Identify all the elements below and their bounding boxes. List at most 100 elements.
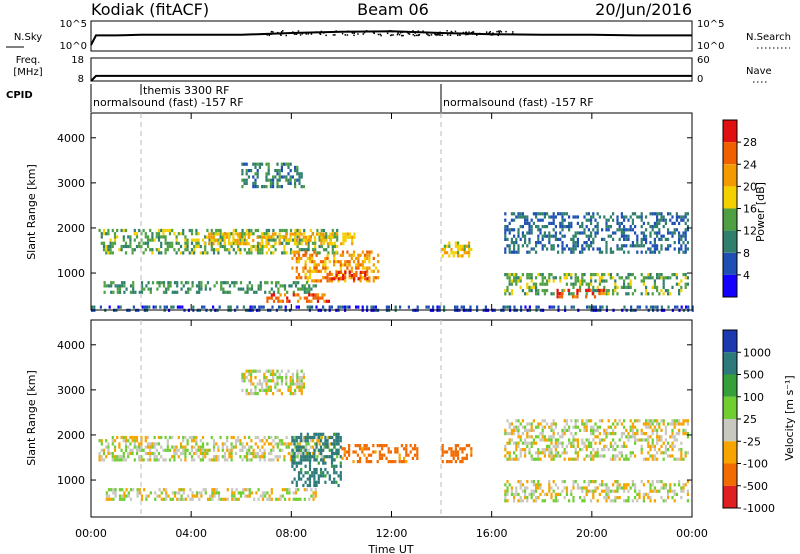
velocity-cell <box>627 499 630 503</box>
power-cell <box>684 215 687 219</box>
power-cell <box>623 285 626 289</box>
velocity-cell <box>168 448 172 452</box>
nsearch-point <box>268 34 270 37</box>
velocity-cell <box>116 455 119 459</box>
power-cell <box>324 269 327 273</box>
power-cell <box>228 290 232 294</box>
velocity-cell <box>220 497 223 501</box>
power-cell <box>612 289 615 293</box>
power-cell <box>336 228 339 233</box>
power-cell <box>121 281 124 285</box>
velocity-cell <box>647 496 650 500</box>
velocity-cell <box>339 445 342 449</box>
power-cell <box>550 292 553 296</box>
power-cell <box>91 305 94 309</box>
velocity-cell <box>254 451 257 456</box>
velocity-cell <box>609 444 612 448</box>
power-cell <box>574 276 577 280</box>
power-cell <box>364 270 367 274</box>
velocity-cell <box>530 454 533 458</box>
velocity-cell <box>261 455 264 459</box>
power-cell <box>283 162 286 166</box>
velocity-cell <box>102 451 106 456</box>
velocity-cell <box>457 456 460 460</box>
power-cell <box>651 244 654 248</box>
velocity-cell <box>640 448 643 452</box>
power-cell <box>333 241 337 245</box>
power-cell <box>605 225 608 229</box>
velocity-cell <box>405 447 408 451</box>
velocity-cell <box>300 376 303 380</box>
power-cell <box>625 285 628 289</box>
power-cell <box>669 292 672 296</box>
nsearch-point <box>426 33 428 35</box>
power-cell <box>508 228 511 232</box>
power-cell <box>193 248 196 252</box>
velocity-cell <box>667 454 670 458</box>
velocity-cell <box>587 483 590 487</box>
velocity-cell <box>300 445 303 449</box>
velocity-cell <box>263 451 266 456</box>
power-cell <box>266 281 269 285</box>
velocity-cell <box>302 451 305 456</box>
power-cell <box>328 272 331 277</box>
velocity-cell <box>596 454 599 458</box>
velocity-cell <box>623 419 626 423</box>
nsearch-point <box>428 34 431 37</box>
nsearch-point <box>270 30 273 33</box>
velocity-cell <box>285 379 288 383</box>
power-cell <box>293 238 297 243</box>
power-cell <box>320 242 323 246</box>
velocity-y-tick-label: 4000 <box>57 339 85 352</box>
nsearch-point <box>319 33 322 35</box>
power-cell <box>219 244 222 249</box>
velocity-cell <box>656 451 659 455</box>
velocity-cell <box>616 422 619 426</box>
power-cell <box>310 299 313 303</box>
power-cell <box>300 238 304 242</box>
power-cell <box>260 238 264 243</box>
velocity-cell <box>601 438 604 442</box>
power-cell <box>574 273 577 277</box>
velocity-cell <box>272 392 275 396</box>
power-cell <box>175 251 178 255</box>
power-cell <box>653 279 656 283</box>
power-cell <box>236 238 239 243</box>
velocity-cell <box>647 422 650 426</box>
velocity-cell <box>640 432 643 436</box>
power-cell <box>618 225 621 229</box>
power-cell <box>339 263 342 267</box>
power-cell <box>305 248 308 252</box>
velocity-colorbar-tick-label: -1000 <box>743 502 775 515</box>
velocity-cell <box>300 379 303 383</box>
velocity-cell <box>188 435 191 440</box>
velocity-cell <box>224 497 227 501</box>
velocity-cell <box>548 448 551 452</box>
power-cell <box>468 251 471 255</box>
power-cell <box>504 292 507 296</box>
power-cell <box>256 228 260 233</box>
power-cell <box>297 293 300 297</box>
power-cell <box>563 218 566 222</box>
velocity-cell <box>642 432 645 436</box>
velocity-cell <box>283 497 287 501</box>
power-cell <box>645 228 648 232</box>
power-cell <box>109 248 112 252</box>
power-cell <box>618 276 621 280</box>
velocity-cell <box>304 471 307 475</box>
power-cell <box>686 218 689 222</box>
velocity-cell <box>153 445 156 449</box>
velocity-cell <box>300 435 303 440</box>
power-cell <box>344 276 347 280</box>
power-cell <box>640 241 643 245</box>
power-cell <box>313 235 316 239</box>
velocity-cell <box>405 453 408 457</box>
velocity-cell <box>574 438 577 442</box>
power-cell <box>296 228 299 233</box>
velocity-cell <box>550 441 553 445</box>
power-cell <box>303 228 306 233</box>
velocity-cell <box>565 444 568 448</box>
velocity-cell <box>678 448 681 452</box>
power-cell <box>291 175 294 179</box>
power-colorbar-swatch <box>723 274 737 297</box>
